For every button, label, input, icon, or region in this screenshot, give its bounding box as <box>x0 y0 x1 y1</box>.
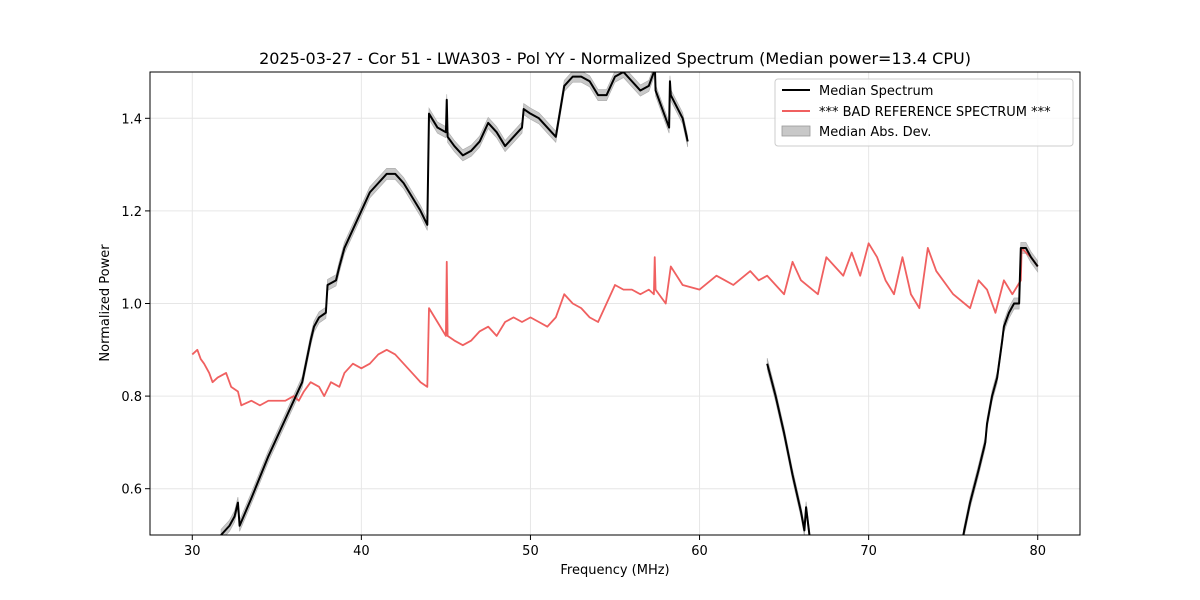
legend-box <box>774 78 1074 147</box>
y-tick-label: 1.4 <box>121 112 142 127</box>
x-tick-label: 70 <box>860 544 877 559</box>
legend-label-median-spectrum: Median Spectrum <box>819 84 933 99</box>
y-tick-label: 1.2 <box>121 205 142 220</box>
y-tick-label: 1.0 <box>121 298 142 313</box>
x-tick-label: 60 <box>691 544 708 559</box>
bad-reference-spectrum-line <box>191 242 1039 407</box>
median-abs-dev-band <box>220 72 689 535</box>
y-tick-label: 0.8 <box>121 390 142 405</box>
median-spectrum-line <box>962 246 1039 535</box>
y-tick-label: 0.6 <box>121 483 142 498</box>
x-tick-label: 80 <box>1029 544 1046 559</box>
x-tick-label: 50 <box>522 544 539 559</box>
y-axis-title: Normalized Power <box>98 244 113 362</box>
x-tick-label: 30 <box>184 544 201 559</box>
legend: Median Spectrum *** BAD REFERENCE SPECTR… <box>774 78 1074 147</box>
x-axis-title: Frequency (MHz) <box>560 563 669 578</box>
median-spectrum-line <box>766 363 811 535</box>
legend-label-bad-reference: *** BAD REFERENCE SPECTRUM *** <box>819 105 1051 120</box>
chart-title: 2025-03-27 - Cor 51 - LWA303 - Pol YY - … <box>259 49 971 68</box>
y-axis: 0.6 0.8 1.0 1.2 1.4 <box>121 112 150 498</box>
legend-label-median-abs-dev: Median Abs. Dev. <box>819 125 931 140</box>
median-spectrum-line <box>220 72 689 535</box>
x-tick-label: 40 <box>353 544 370 559</box>
legend-swatch-median-abs-dev <box>781 125 811 137</box>
plot-area <box>191 72 1039 535</box>
x-axis: 30 40 50 60 70 80 <box>184 535 1046 559</box>
